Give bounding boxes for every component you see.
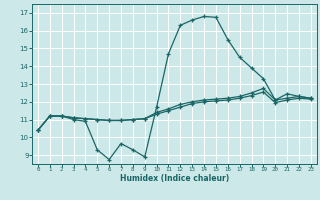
X-axis label: Humidex (Indice chaleur): Humidex (Indice chaleur)	[120, 174, 229, 183]
